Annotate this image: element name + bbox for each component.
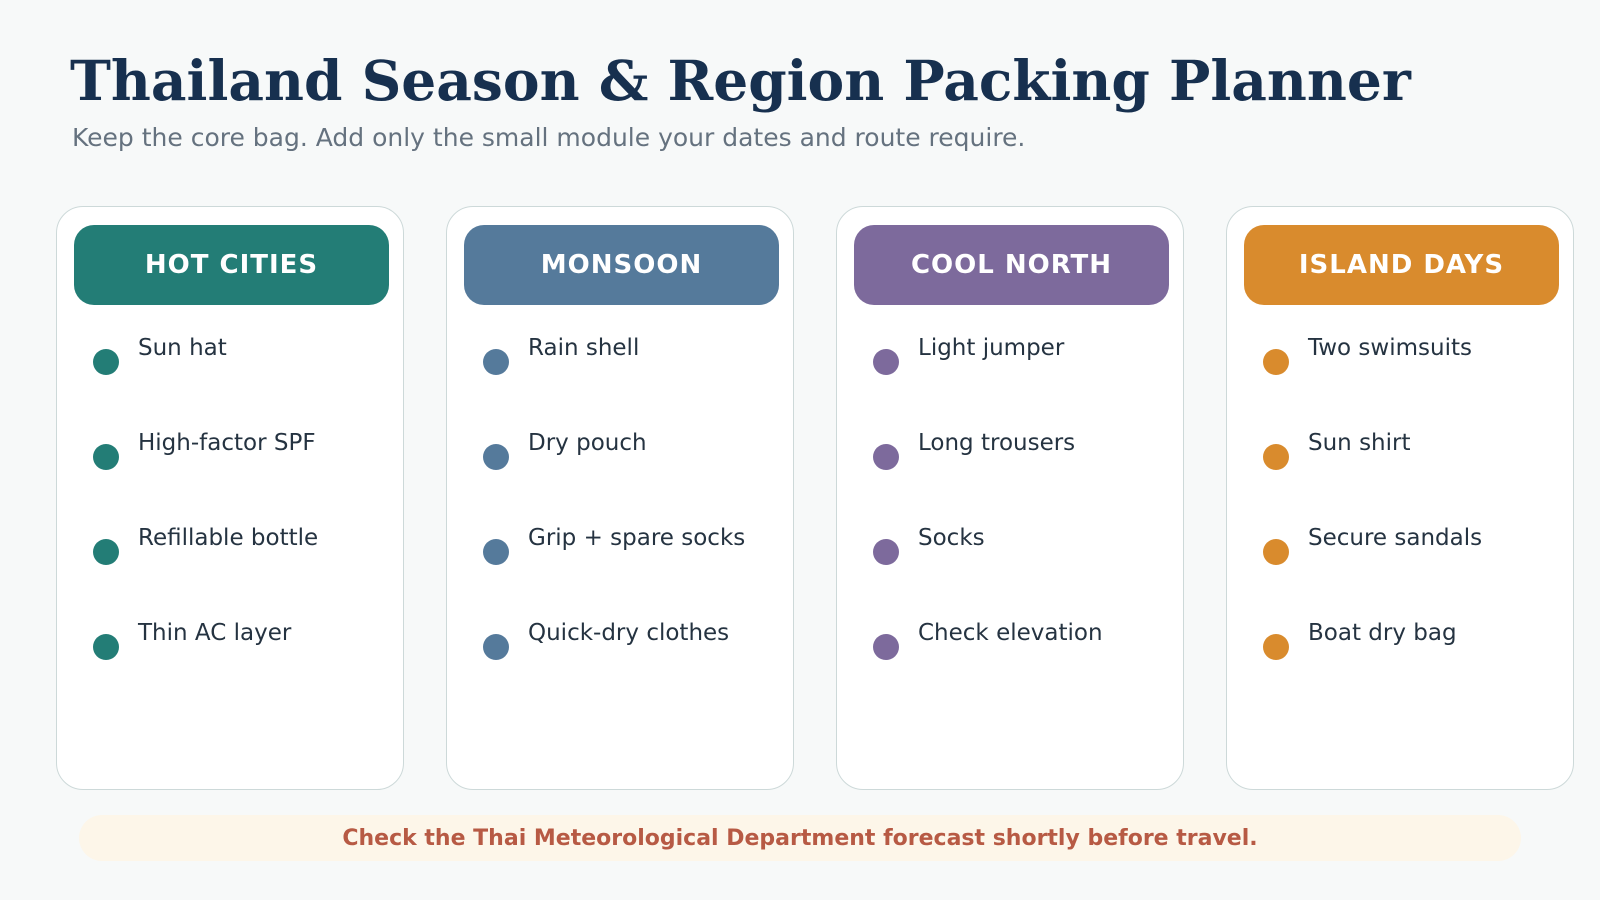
card-hot-cities: HOT CITIES Sun hat High-factor SPF Refil…: [56, 206, 404, 790]
list-item: Thin AC layer: [57, 616, 405, 660]
bullet-dot-icon: [1263, 349, 1289, 375]
list-item: Sun hat: [57, 331, 405, 375]
bullet-dot-icon: [483, 539, 509, 565]
list-item: Quick-dry clothes: [447, 616, 795, 660]
list-item: Long trousers: [837, 426, 1185, 470]
page-subtitle: Keep the core bag. Add only the small mo…: [72, 123, 1026, 152]
page-title: Thailand Season & Region Packing Planner: [70, 48, 1411, 113]
card-header: COOL NORTH: [854, 225, 1169, 305]
bullet-dot-icon: [873, 634, 899, 660]
item-label: High-factor SPF: [138, 430, 316, 456]
list-item: Dry pouch: [447, 426, 795, 470]
list-item: Two swimsuits: [1227, 331, 1575, 375]
bullet-dot-icon: [873, 539, 899, 565]
item-label: Two swimsuits: [1308, 335, 1472, 361]
card-header: MONSOON: [464, 225, 779, 305]
item-label: Refillable bottle: [138, 525, 319, 551]
list-item: High-factor SPF: [57, 426, 405, 470]
list-item: Socks: [837, 521, 1185, 565]
bullet-dot-icon: [1263, 634, 1289, 660]
bullet-dot-icon: [483, 349, 509, 375]
card-header: ISLAND DAYS: [1244, 225, 1559, 305]
item-label: Thin AC layer: [138, 620, 292, 646]
list-item: Boat dry bag: [1227, 616, 1575, 660]
list-item: Sun shirt: [1227, 426, 1575, 470]
card-header: HOT CITIES: [74, 225, 389, 305]
list-item: Grip + spare socks: [447, 521, 795, 565]
bullet-dot-icon: [93, 349, 119, 375]
item-label: Socks: [918, 525, 985, 551]
item-label: Check elevation: [918, 620, 1103, 646]
list-item: Secure sandals: [1227, 521, 1575, 565]
bullet-dot-icon: [1263, 539, 1289, 565]
bullet-dot-icon: [93, 444, 119, 470]
forecast-note: Check the Thai Meteorological Department…: [79, 815, 1521, 861]
item-label: Dry pouch: [528, 430, 647, 456]
list-item: Light jumper: [837, 331, 1185, 375]
item-label: Rain shell: [528, 335, 640, 361]
bullet-dot-icon: [873, 349, 899, 375]
card-cool-north: COOL NORTH Light jumper Long trousers So…: [836, 206, 1184, 790]
card-monsoon: MONSOON Rain shell Dry pouch Grip + spar…: [446, 206, 794, 790]
bullet-dot-icon: [93, 539, 119, 565]
list-item: Check elevation: [837, 616, 1185, 660]
item-label: Light jumper: [918, 335, 1065, 361]
bullet-dot-icon: [1263, 444, 1289, 470]
bullet-dot-icon: [873, 444, 899, 470]
item-label: Quick-dry clothes: [528, 620, 730, 646]
card-island-days: ISLAND DAYS Two swimsuits Sun shirt Secu…: [1226, 206, 1574, 790]
list-item: Refillable bottle: [57, 521, 405, 565]
item-label: Secure sandals: [1308, 525, 1483, 551]
item-label: Boat dry bag: [1308, 620, 1457, 646]
item-label: Sun hat: [138, 335, 227, 361]
item-label: Long trousers: [918, 430, 1076, 456]
item-label: Sun shirt: [1308, 430, 1411, 456]
bullet-dot-icon: [483, 634, 509, 660]
list-item: Rain shell: [447, 331, 795, 375]
bullet-dot-icon: [483, 444, 509, 470]
item-label: Grip + spare socks: [528, 525, 746, 551]
bullet-dot-icon: [93, 634, 119, 660]
